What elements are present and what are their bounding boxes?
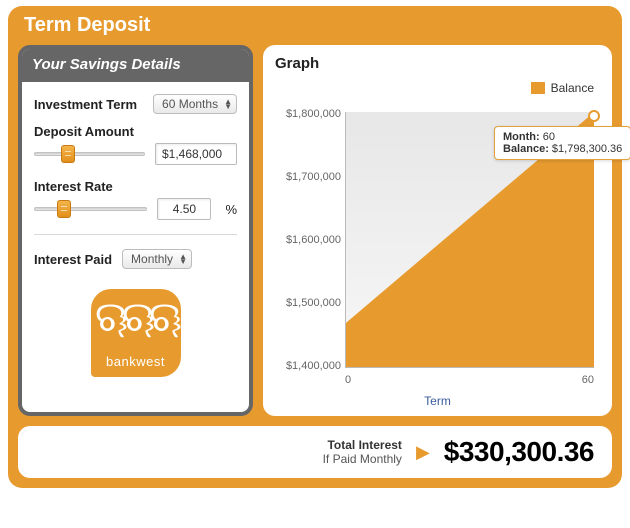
- chart-plot[interactable]: Month: 60 Balance: $1,798,300.36: [345, 112, 594, 368]
- investment-term-row: Investment Term 60 Months ▲▼: [34, 94, 237, 114]
- term-deposit-widget: Term Deposit Your Savings Details Invest…: [8, 6, 622, 488]
- total-panel: Total Interest If Paid Monthly ▶ $330,30…: [18, 426, 612, 478]
- logo-text: bankwest: [91, 354, 181, 369]
- total-amount: $330,300.36: [444, 436, 594, 468]
- tooltip-month-value: 60: [543, 131, 555, 143]
- slider-track: [34, 207, 147, 211]
- interest-rate-slider[interactable]: [34, 199, 147, 219]
- chart-legend: Balance: [531, 81, 594, 95]
- bankwest-logo: ୠୠୠ bankwest: [91, 289, 181, 377]
- divider: [34, 234, 237, 235]
- x-axis-title: Term: [275, 394, 600, 408]
- percent-unit: %: [225, 202, 237, 217]
- tooltip-balance-value: $1,798,300.36: [552, 143, 622, 155]
- x-tick: 60: [582, 374, 594, 386]
- savings-details-panel: Your Savings Details Investment Term 60 …: [18, 45, 253, 416]
- stepper-arrows-icon: ▲▼: [179, 254, 187, 264]
- graph-panel: Graph Balance $1,800,000 $1,700,000 $1,6…: [263, 45, 612, 416]
- investment-term-value: 60 Months: [162, 97, 218, 111]
- slider-thumb[interactable]: [57, 200, 71, 218]
- interest-paid-select[interactable]: Monthly ▲▼: [122, 249, 192, 269]
- x-axis-labels: 0 60: [345, 374, 594, 386]
- investment-term-label: Investment Term: [34, 97, 137, 112]
- chart-tooltip: Month: 60 Balance: $1,798,300.36: [494, 126, 630, 160]
- interest-rate-label: Interest Rate: [34, 179, 237, 194]
- deposit-amount-label: Deposit Amount: [34, 124, 237, 139]
- widget-title: Term Deposit: [18, 6, 612, 45]
- graph-title: Graph: [275, 55, 600, 72]
- y-tick: $1,700,000: [275, 171, 341, 183]
- y-tick: $1,600,000: [275, 234, 341, 246]
- investment-term-select[interactable]: 60 Months ▲▼: [153, 94, 237, 114]
- slider-thumb[interactable]: [61, 145, 75, 163]
- total-line2: If Paid Monthly: [323, 452, 402, 466]
- y-axis-labels: $1,800,000 $1,700,000 $1,600,000 $1,500,…: [275, 108, 341, 372]
- tooltip-balance-label: Balance:: [503, 143, 549, 155]
- deposit-amount-slider[interactable]: [34, 144, 145, 164]
- interest-rate-row: %: [34, 198, 237, 220]
- chart-marker: [588, 110, 600, 122]
- savings-details-header: Your Savings Details: [22, 49, 249, 82]
- legend-label: Balance: [551, 81, 594, 95]
- deposit-amount-input[interactable]: [155, 143, 237, 165]
- stepper-arrows-icon: ▲▼: [224, 99, 232, 109]
- logo-glyph-icon: ୠୠୠ: [91, 289, 181, 347]
- legend-swatch: [531, 82, 545, 94]
- y-tick: $1,500,000: [275, 297, 341, 309]
- y-tick: $1,400,000: [275, 360, 341, 372]
- interest-paid-value: Monthly: [131, 252, 173, 266]
- y-tick: $1,800,000: [275, 108, 341, 120]
- tooltip-month-label: Month:: [503, 131, 540, 143]
- chart-zone: $1,800,000 $1,700,000 $1,600,000 $1,500,…: [275, 100, 600, 392]
- x-tick: 0: [345, 374, 351, 386]
- slider-track: [34, 152, 145, 156]
- panels: Your Savings Details Investment Term 60 …: [18, 45, 612, 416]
- arrow-right-icon: ▶: [416, 442, 430, 463]
- interest-rate-input[interactable]: [157, 198, 211, 220]
- deposit-amount-row: [34, 143, 237, 165]
- logo-wrap: ୠୠୠ bankwest: [34, 279, 237, 383]
- total-line1: Total Interest: [323, 438, 402, 452]
- interest-paid-label: Interest Paid: [34, 252, 112, 267]
- total-label: Total Interest If Paid Monthly: [323, 438, 402, 466]
- savings-details-body: Investment Term 60 Months ▲▼ Deposit Amo…: [22, 82, 249, 395]
- interest-paid-row: Interest Paid Monthly ▲▼: [34, 249, 237, 269]
